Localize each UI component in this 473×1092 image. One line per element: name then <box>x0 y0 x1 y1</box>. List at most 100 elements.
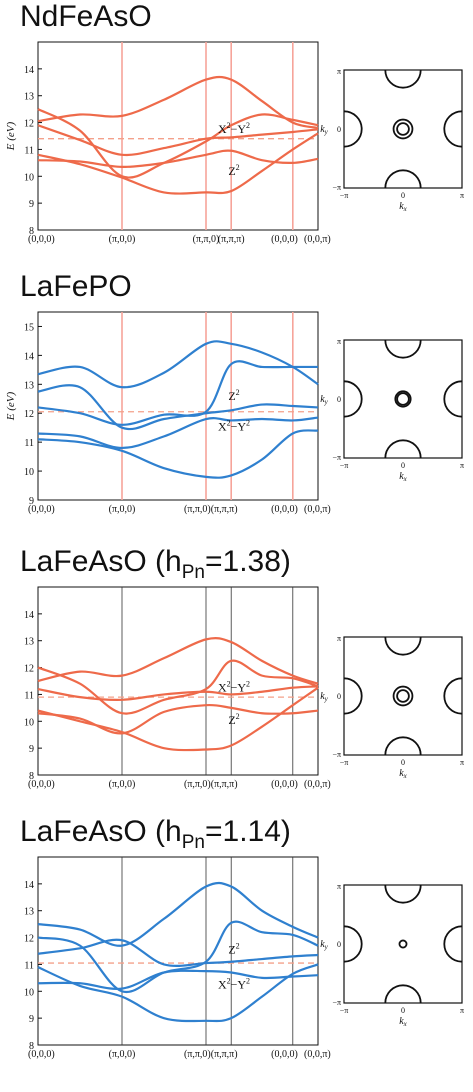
x-tick-label: (0,0,0) <box>28 1049 55 1060</box>
fermi-surface-plot: π 0 −π−π 0 π kx ky <box>320 882 464 1028</box>
band-line <box>37 659 319 715</box>
electron-pocket <box>384 70 422 89</box>
y-tick-label: 10 <box>24 987 34 998</box>
fermi-surface-plot: π 0 −π−π 0 π kx ky <box>320 337 464 483</box>
electron-pocket <box>384 340 422 359</box>
orbital-label: X2−Y2 <box>218 977 250 992</box>
y-tick-label: 9 <box>29 1014 34 1025</box>
fs-frame <box>343 339 463 459</box>
fs-xtick-left: −π <box>340 1006 349 1015</box>
band-line <box>37 429 319 479</box>
y-tick-label: 13 <box>24 380 34 391</box>
fermi-pockets <box>344 885 462 1003</box>
fs-ytick-bottom: −π <box>332 183 341 192</box>
hole-pocket <box>392 118 414 140</box>
band-line <box>37 703 319 735</box>
fs-ytick-mid: 0 <box>337 692 341 701</box>
fs-frame <box>343 884 463 1004</box>
y-axis-label: E (eV) <box>5 121 17 151</box>
y-tick-label: 9 <box>29 744 34 755</box>
x-tick-label: (0,0,π) <box>304 1049 331 1060</box>
fs-xlabel: kx <box>399 768 407 780</box>
fs-xtick-right: π <box>460 1006 464 1015</box>
orbital-label: X2−Y2 <box>218 121 250 136</box>
y-tick-label: 11 <box>24 690 34 701</box>
x-tick-label: (0,0,0) <box>271 504 298 515</box>
fs-frame <box>343 636 463 756</box>
band-line <box>37 685 319 701</box>
orbital-label: X2−Y2 <box>218 419 250 434</box>
x-tick-label: (0,0,0) <box>271 779 298 790</box>
band-line <box>37 384 319 431</box>
panel-lafepo: LaFePO 9 10 11 12 13 14 15 (0,0,0) (π,0,0) (π,π,0… <box>0 270 473 543</box>
band-line <box>37 920 319 994</box>
fs-xlabel: kx <box>399 471 407 483</box>
band-structure-plot: 8 9 10 11 12 13 14 (0,0,0) (π,0,0) (π,π,0)(π,π,π)… <box>24 586 331 790</box>
electron-pocket <box>384 169 422 188</box>
fs-xlabel: kx <box>399 1016 407 1028</box>
orbital-label: Z2 <box>228 712 239 727</box>
y-axis-label: E (eV) <box>5 391 17 421</box>
hole-pocket <box>396 122 410 136</box>
x-tick-label: (0,0,π) <box>304 779 331 790</box>
x-tick-label: (π,0,0) <box>109 779 136 790</box>
fs-xtick-right: π <box>460 191 464 200</box>
orbital-label: Z2 <box>228 942 239 957</box>
fs-ytick-bottom: −π <box>332 453 341 462</box>
x-tick-label: (π,π,π) <box>218 234 245 245</box>
fs-ytick-mid: 0 <box>337 940 341 949</box>
panel-title: LaFeAsO (hPn=1.14) <box>20 815 291 853</box>
x-tick-label: (π,0,0) <box>109 1049 136 1060</box>
band-structure-plot: 8 9 10 11 12 13 14 (0,0,0) (π,0,0) (π,π,0)(π,π,π)… <box>5 41 331 245</box>
x-tick-label: (0,0,0) <box>28 234 55 245</box>
hole-pocket <box>394 390 412 408</box>
band-structure-plot: 9 10 11 12 13 14 15 (0,0,0) (π,0,0) (π,π,0)(π,π,π… <box>5 311 331 515</box>
orbital-label: X2−Y2 <box>218 680 250 695</box>
fs-xtick-mid: 0 <box>401 191 405 200</box>
y-tick-label: 10 <box>24 717 34 728</box>
electron-pocket <box>344 110 363 148</box>
fs-xlabel: kx <box>399 201 407 213</box>
panel-lafeaso-114: LaFeAsO (hPn=1.14) 8 9 10 11 12 13 14 (0,0,0) (π… <box>0 815 473 1088</box>
panel-title: LaFeAsO (hPn=1.38) <box>20 545 291 583</box>
y-tick-label: 11 <box>24 960 34 971</box>
fs-ylabel: ky <box>320 394 328 406</box>
y-tick-label: 8 <box>29 226 34 237</box>
y-tick-label: 14 <box>24 610 34 621</box>
x-tick-label: (0,0,0) <box>271 234 298 245</box>
panel-title: NdFeAsO <box>20 0 152 33</box>
orbital-label: Z2 <box>228 388 239 403</box>
fs-ytick-top: π <box>337 67 341 76</box>
electron-pocket <box>344 925 363 963</box>
electron-pocket <box>384 736 422 755</box>
x-tick-label: (0,0,0) <box>271 1049 298 1060</box>
fs-ytick-mid: 0 <box>337 125 341 134</box>
electron-pocket <box>344 380 363 418</box>
x-tick-label: (0,0,π) <box>304 504 331 515</box>
band-line <box>37 963 319 1023</box>
y-tick-label: 13 <box>24 907 34 918</box>
y-tick-label: 13 <box>24 637 34 648</box>
fs-ylabel: ky <box>320 691 328 703</box>
electron-pocket <box>443 925 462 963</box>
panel-title: LaFePO <box>20 270 132 303</box>
y-tick-label: 14 <box>24 880 34 891</box>
fs-xtick-right: π <box>460 758 464 767</box>
fs-ytick-top: π <box>337 882 341 891</box>
y-tick-label: 11 <box>24 145 34 156</box>
y-tick-label: 15 <box>24 322 34 333</box>
fermi-pockets <box>344 340 462 458</box>
fermi-surface-plot: π 0 −π−π 0 π kx ky <box>320 634 464 780</box>
electron-pocket <box>384 439 422 458</box>
band-line <box>37 132 319 195</box>
plot-frame <box>37 311 319 501</box>
fs-xtick-left: −π <box>340 191 349 200</box>
x-tick-label: (π,π,0)(π,π,π) <box>184 504 238 515</box>
hole-pocket <box>396 392 410 406</box>
y-tick-label: 9 <box>29 496 34 507</box>
fs-ytick-mid: 0 <box>337 395 341 404</box>
y-tick-label: 12 <box>24 934 34 945</box>
hole-pocket <box>398 939 408 949</box>
x-tick-label: (π,π,0) <box>193 234 220 245</box>
y-tick-label: 9 <box>29 199 34 210</box>
